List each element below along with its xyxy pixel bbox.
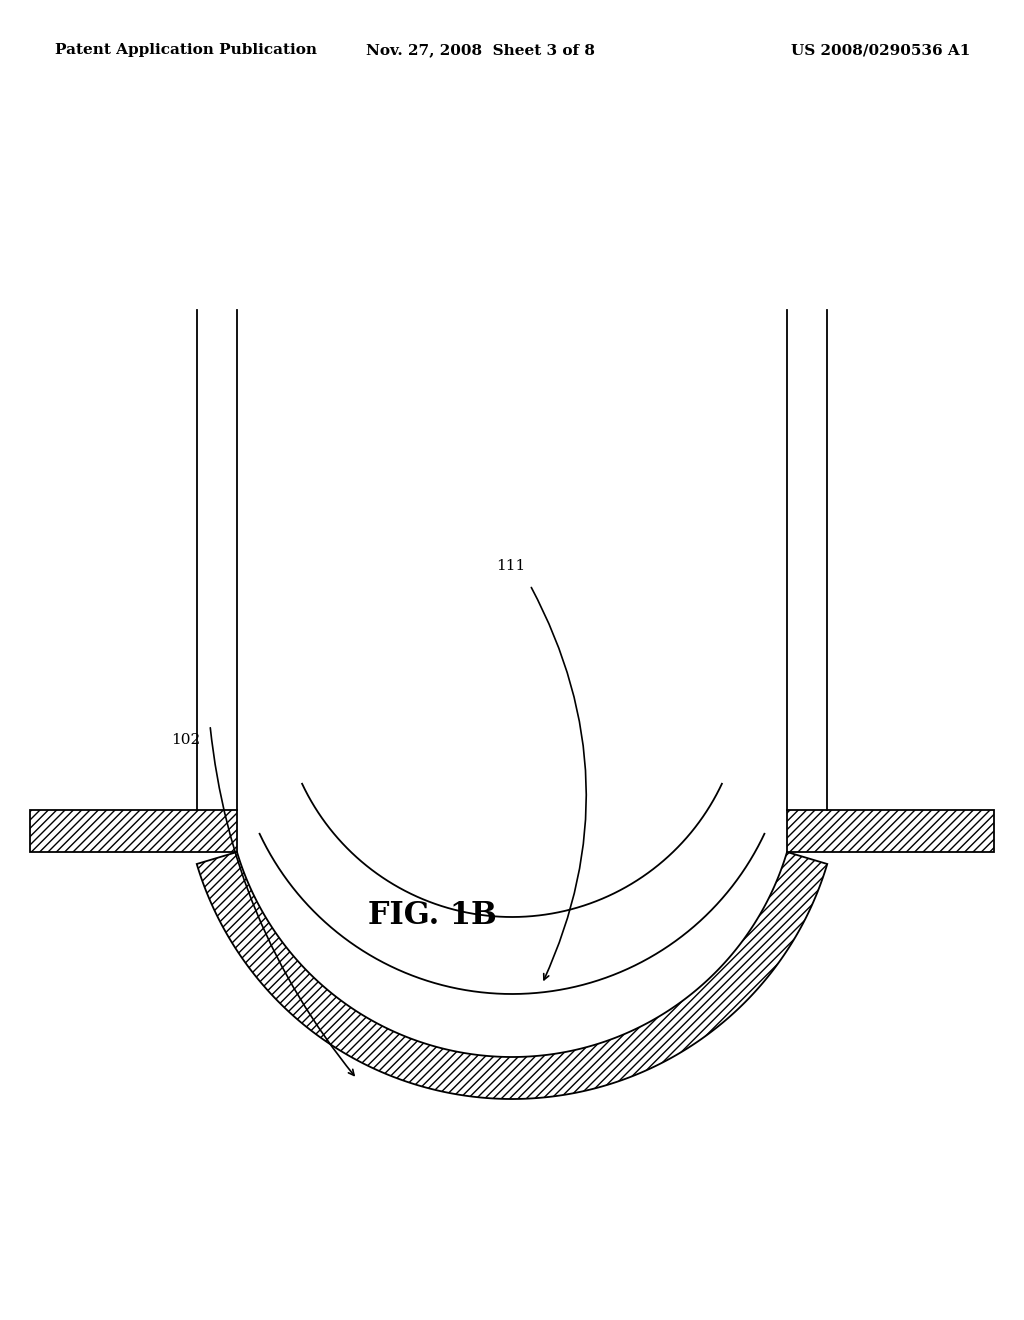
Polygon shape [787,810,994,851]
Text: 111: 111 [496,558,525,573]
Text: FIG. 1B: FIG. 1B [368,899,497,931]
Text: Patent Application Publication: Patent Application Publication [55,44,317,57]
Polygon shape [197,851,827,1100]
Text: 102: 102 [171,733,200,747]
Polygon shape [30,810,237,851]
Text: Nov. 27, 2008  Sheet 3 of 8: Nov. 27, 2008 Sheet 3 of 8 [366,44,595,57]
Text: US 2008/0290536 A1: US 2008/0290536 A1 [791,44,970,57]
